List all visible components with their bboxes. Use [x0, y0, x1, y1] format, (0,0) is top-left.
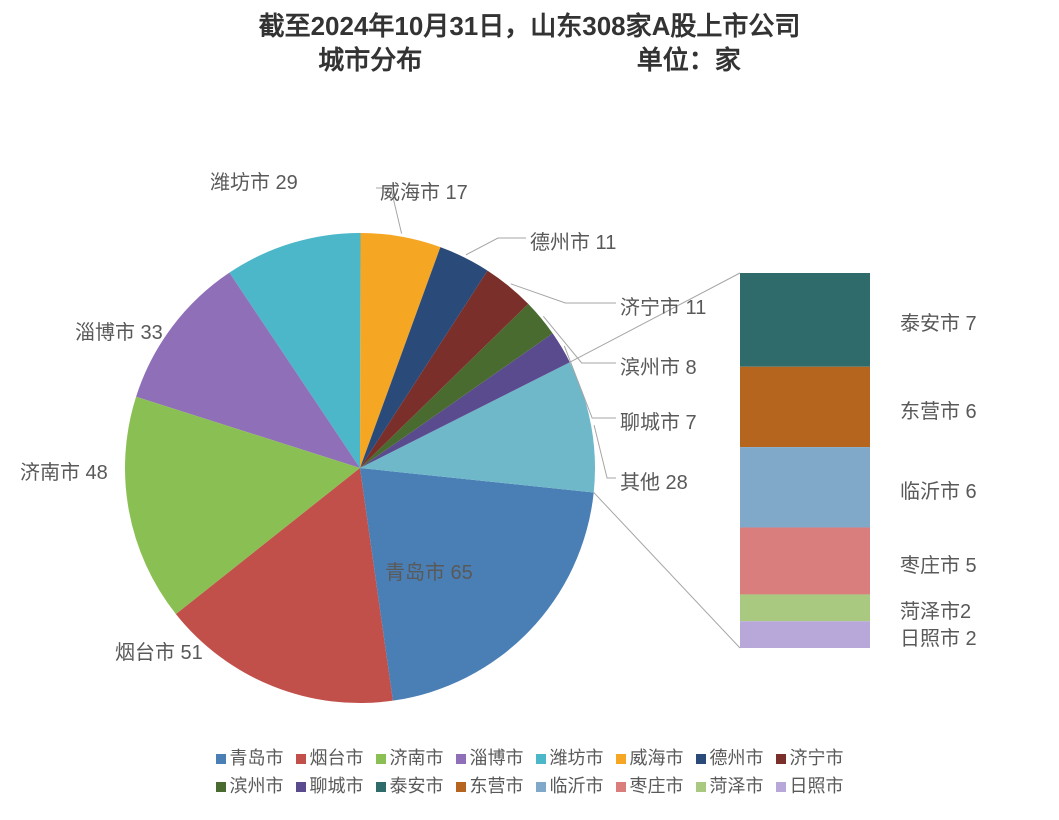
legend-item: 潍坊市	[536, 744, 604, 770]
legend-item: 威海市	[616, 744, 684, 770]
legend-item: 泰安市	[376, 772, 444, 798]
leader-line	[594, 425, 616, 478]
breakdown-label: 枣庄市 5	[900, 549, 977, 578]
legend-swatch	[536, 754, 546, 764]
legend-label: 日照市	[790, 776, 844, 796]
legend-swatch	[696, 754, 706, 764]
legend-swatch	[536, 782, 546, 792]
slice-label: 滨州市 8	[620, 351, 697, 380]
legend-swatch	[296, 782, 306, 792]
breakdown-label: 日照市 2	[900, 622, 977, 651]
legend-label: 烟台市	[310, 748, 364, 768]
legend-label: 滨州市	[230, 776, 284, 796]
breakdown-segment	[740, 527, 870, 594]
slice-label: 淄博市 33	[75, 316, 163, 345]
legend-item: 淄博市	[456, 744, 524, 770]
legend-item: 菏泽市	[696, 772, 764, 798]
legend-label: 聊城市	[310, 776, 364, 796]
breakdown-segment	[740, 594, 870, 621]
legend-label: 临沂市	[550, 776, 604, 796]
legend-item: 临沂市	[536, 772, 604, 798]
legend-label: 枣庄市	[630, 776, 684, 796]
legend-label: 泰安市	[390, 776, 444, 796]
legend-swatch	[616, 754, 626, 764]
legend-swatch	[776, 754, 786, 764]
legend-swatch	[216, 754, 226, 764]
chart-area: 威海市 17 潍坊市 29 淄博市 33 济南市 48 烟台市 51 青岛市 65 其他 2…	[0, 78, 1059, 698]
legend-label: 菏泽市	[710, 776, 764, 796]
breakdown-segment	[740, 273, 870, 367]
slice-label: 其他 28	[620, 466, 688, 495]
legend-row: 滨州市 聊城市 泰安市 东营市 临沂市 枣庄市 菏泽市 日照市	[0, 772, 1059, 798]
breakdown-label: 临沂市 6	[900, 475, 977, 504]
legend-swatch	[376, 782, 386, 792]
legend-label: 青岛市	[230, 748, 284, 768]
legend-label: 济宁市	[790, 748, 844, 768]
slice-label: 济宁市 11	[620, 291, 706, 320]
chart-title: 截至2024年10月31日，山东308家A股上市公司 城市分布 单位：家	[0, 0, 1059, 78]
legend: 青岛市 烟台市 济南市 淄博市 潍坊市 威海市 德州市 济宁市滨州市 聊城市 泰安市 东营市 临沂市 枣…	[0, 742, 1059, 800]
breakdown-segment	[740, 621, 870, 648]
legend-swatch	[456, 782, 466, 792]
title-line2: 城市分布 单位：家	[0, 44, 1059, 78]
breakdown-label: 菏泽市2	[900, 595, 971, 624]
legend-item: 济南市	[376, 744, 444, 770]
legend-swatch	[376, 754, 386, 764]
slice-label: 济南市 48	[20, 456, 108, 485]
legend-item: 烟台市	[296, 744, 364, 770]
breakdown-connector	[594, 492, 740, 648]
title-line1: 截至2024年10月31日，山东308家A股上市公司	[0, 10, 1059, 44]
legend-label: 淄博市	[470, 748, 524, 768]
legend-swatch	[456, 754, 466, 764]
legend-label: 济南市	[390, 748, 444, 768]
legend-item: 济宁市	[776, 744, 844, 770]
legend-item: 枣庄市	[616, 772, 684, 798]
legend-swatch	[776, 782, 786, 792]
slice-label: 烟台市 51	[115, 636, 203, 665]
leader-line	[511, 283, 616, 302]
legend-label: 潍坊市	[550, 748, 604, 768]
slice-label: 聊城市 7	[620, 406, 697, 435]
legend-item: 德州市	[696, 744, 764, 770]
slice-label: 德州市 11	[530, 226, 616, 255]
legend-item: 青岛市	[216, 744, 284, 770]
slice-label: 潍坊市 29	[210, 166, 298, 195]
breakdown-segment	[740, 366, 870, 446]
leader-line	[466, 238, 526, 255]
slice-label: 威海市 17	[380, 176, 468, 205]
legend-swatch	[616, 782, 626, 792]
legend-row: 青岛市 烟台市 济南市 淄博市 潍坊市 威海市 德州市 济宁市	[0, 744, 1059, 770]
legend-swatch	[216, 782, 226, 792]
breakdown-label: 东营市 6	[900, 395, 977, 424]
slice-label: 青岛市 65	[385, 556, 473, 585]
legend-item: 聊城市	[296, 772, 364, 798]
legend-label: 威海市	[630, 748, 684, 768]
legend-label: 东营市	[470, 776, 524, 796]
legend-item: 滨州市	[216, 772, 284, 798]
legend-label: 德州市	[710, 748, 764, 768]
legend-swatch	[296, 754, 306, 764]
legend-item: 日照市	[776, 772, 844, 798]
legend-swatch	[696, 782, 706, 792]
legend-item: 东营市	[456, 772, 524, 798]
breakdown-segment	[740, 447, 870, 527]
breakdown-label: 泰安市 7	[900, 307, 977, 336]
